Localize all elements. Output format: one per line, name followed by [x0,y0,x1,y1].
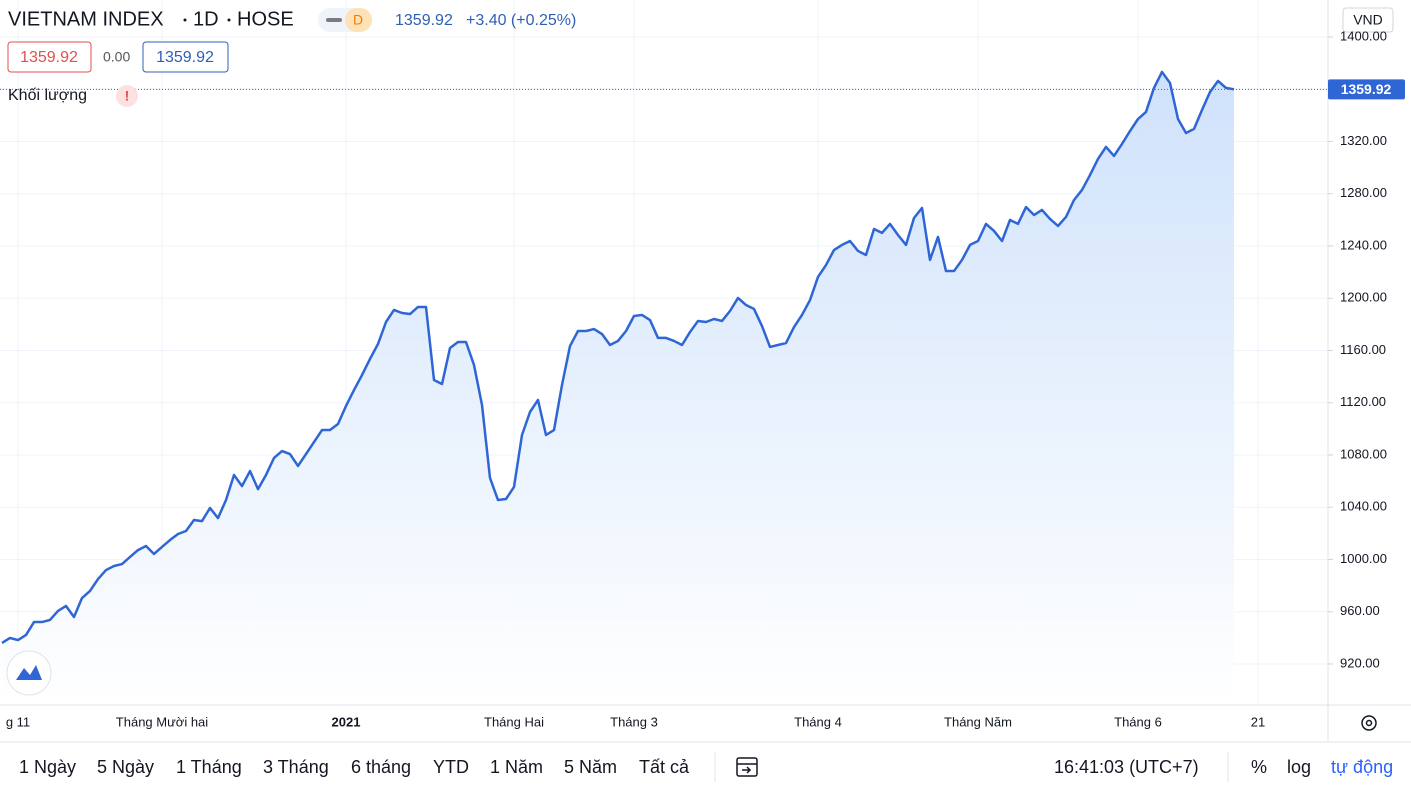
exchange: HOSE [237,8,294,30]
log-toggle[interactable]: log [1287,757,1311,777]
y-tick-label: 1000.00 [1340,551,1387,566]
range-button[interactable]: 5 Năm [564,757,617,777]
status-dash [326,18,342,22]
x-tick-label: g 11 [6,714,30,729]
ohlc-value: 1359.92 [156,49,214,66]
y-tick-label: 1200.00 [1340,290,1387,305]
x-tick-label: 21 [1251,714,1265,729]
range-button[interactable]: 1 Năm [490,757,543,777]
range-button[interactable]: 5 Ngày [97,757,154,777]
y-tick-label: 960.00 [1340,603,1380,618]
last-price-label: 1359.92 [1341,81,1392,97]
y-tick-label: 1280.00 [1340,185,1387,200]
calendar-button[interactable] [736,757,758,777]
y-tick-label: 1040.00 [1340,499,1387,514]
area-fill [2,71,1234,706]
range-button[interactable]: 1 Tháng [176,757,242,777]
last-price-tag [1328,79,1405,100]
alert-mark: ! [125,88,130,104]
y-tick-label: 1240.00 [1340,237,1387,252]
x-tick-label: Tháng Mười hai [116,714,208,729]
separator-dot [183,18,187,22]
currency-box[interactable] [1342,7,1394,33]
range-button[interactable]: 1 Ngày [19,757,76,777]
y-tick-label: 1080.00 [1340,446,1387,461]
x-tick-label: 2021 [332,714,361,729]
range-button[interactable]: 3 Tháng [263,757,329,777]
y-tick-label: 920.00 [1340,655,1380,670]
y-tick-label: 1120.00 [1340,394,1386,409]
price-line [1,70,1235,645]
x-tick-label: Tháng 3 [610,714,658,729]
y-tick-label: 1400.00 [1340,28,1387,43]
symbol-title: VIETNAM INDEX [8,8,164,30]
y-tick-label: 1160.00 [1340,342,1386,357]
percent-toggle[interactable]: % [1251,757,1267,777]
range-button[interactable]: 6 tháng [351,757,411,777]
alert-icon[interactable] [116,85,138,107]
last-price: 1359.92 [395,12,453,29]
logo-badge[interactable] [6,650,52,696]
interval: 1D [193,8,219,30]
x-tick-label: Tháng 4 [794,714,842,729]
ohlc-value: 0.00 [103,49,130,65]
range-button[interactable]: Tất cả [639,757,690,777]
range-button[interactable]: YTD [433,757,469,777]
price-change: +3.40 (+0.25%) [466,12,576,29]
logo-icon [16,665,42,680]
x-tick-label: Tháng Năm [944,714,1012,729]
settings-button[interactable] [1361,715,1377,731]
currency: VND [1353,12,1383,28]
delay-badge: D [353,12,363,28]
volume-label[interactable]: Khối lượng [8,87,87,104]
ohlc-value: 1359.92 [20,49,78,66]
x-tick-label: Tháng 6 [1114,714,1162,729]
x-tick-label: Tháng Hai [484,714,544,729]
auto-toggle[interactable]: tự động [1331,757,1393,777]
y-tick-label: 1320.00 [1340,133,1387,148]
ohlc-box [7,41,92,73]
clock: 16:41:03 (UTC+7) [1054,757,1199,777]
ohlc-box [142,41,229,73]
separator-dot [227,18,231,22]
badge-bg [345,8,372,32]
